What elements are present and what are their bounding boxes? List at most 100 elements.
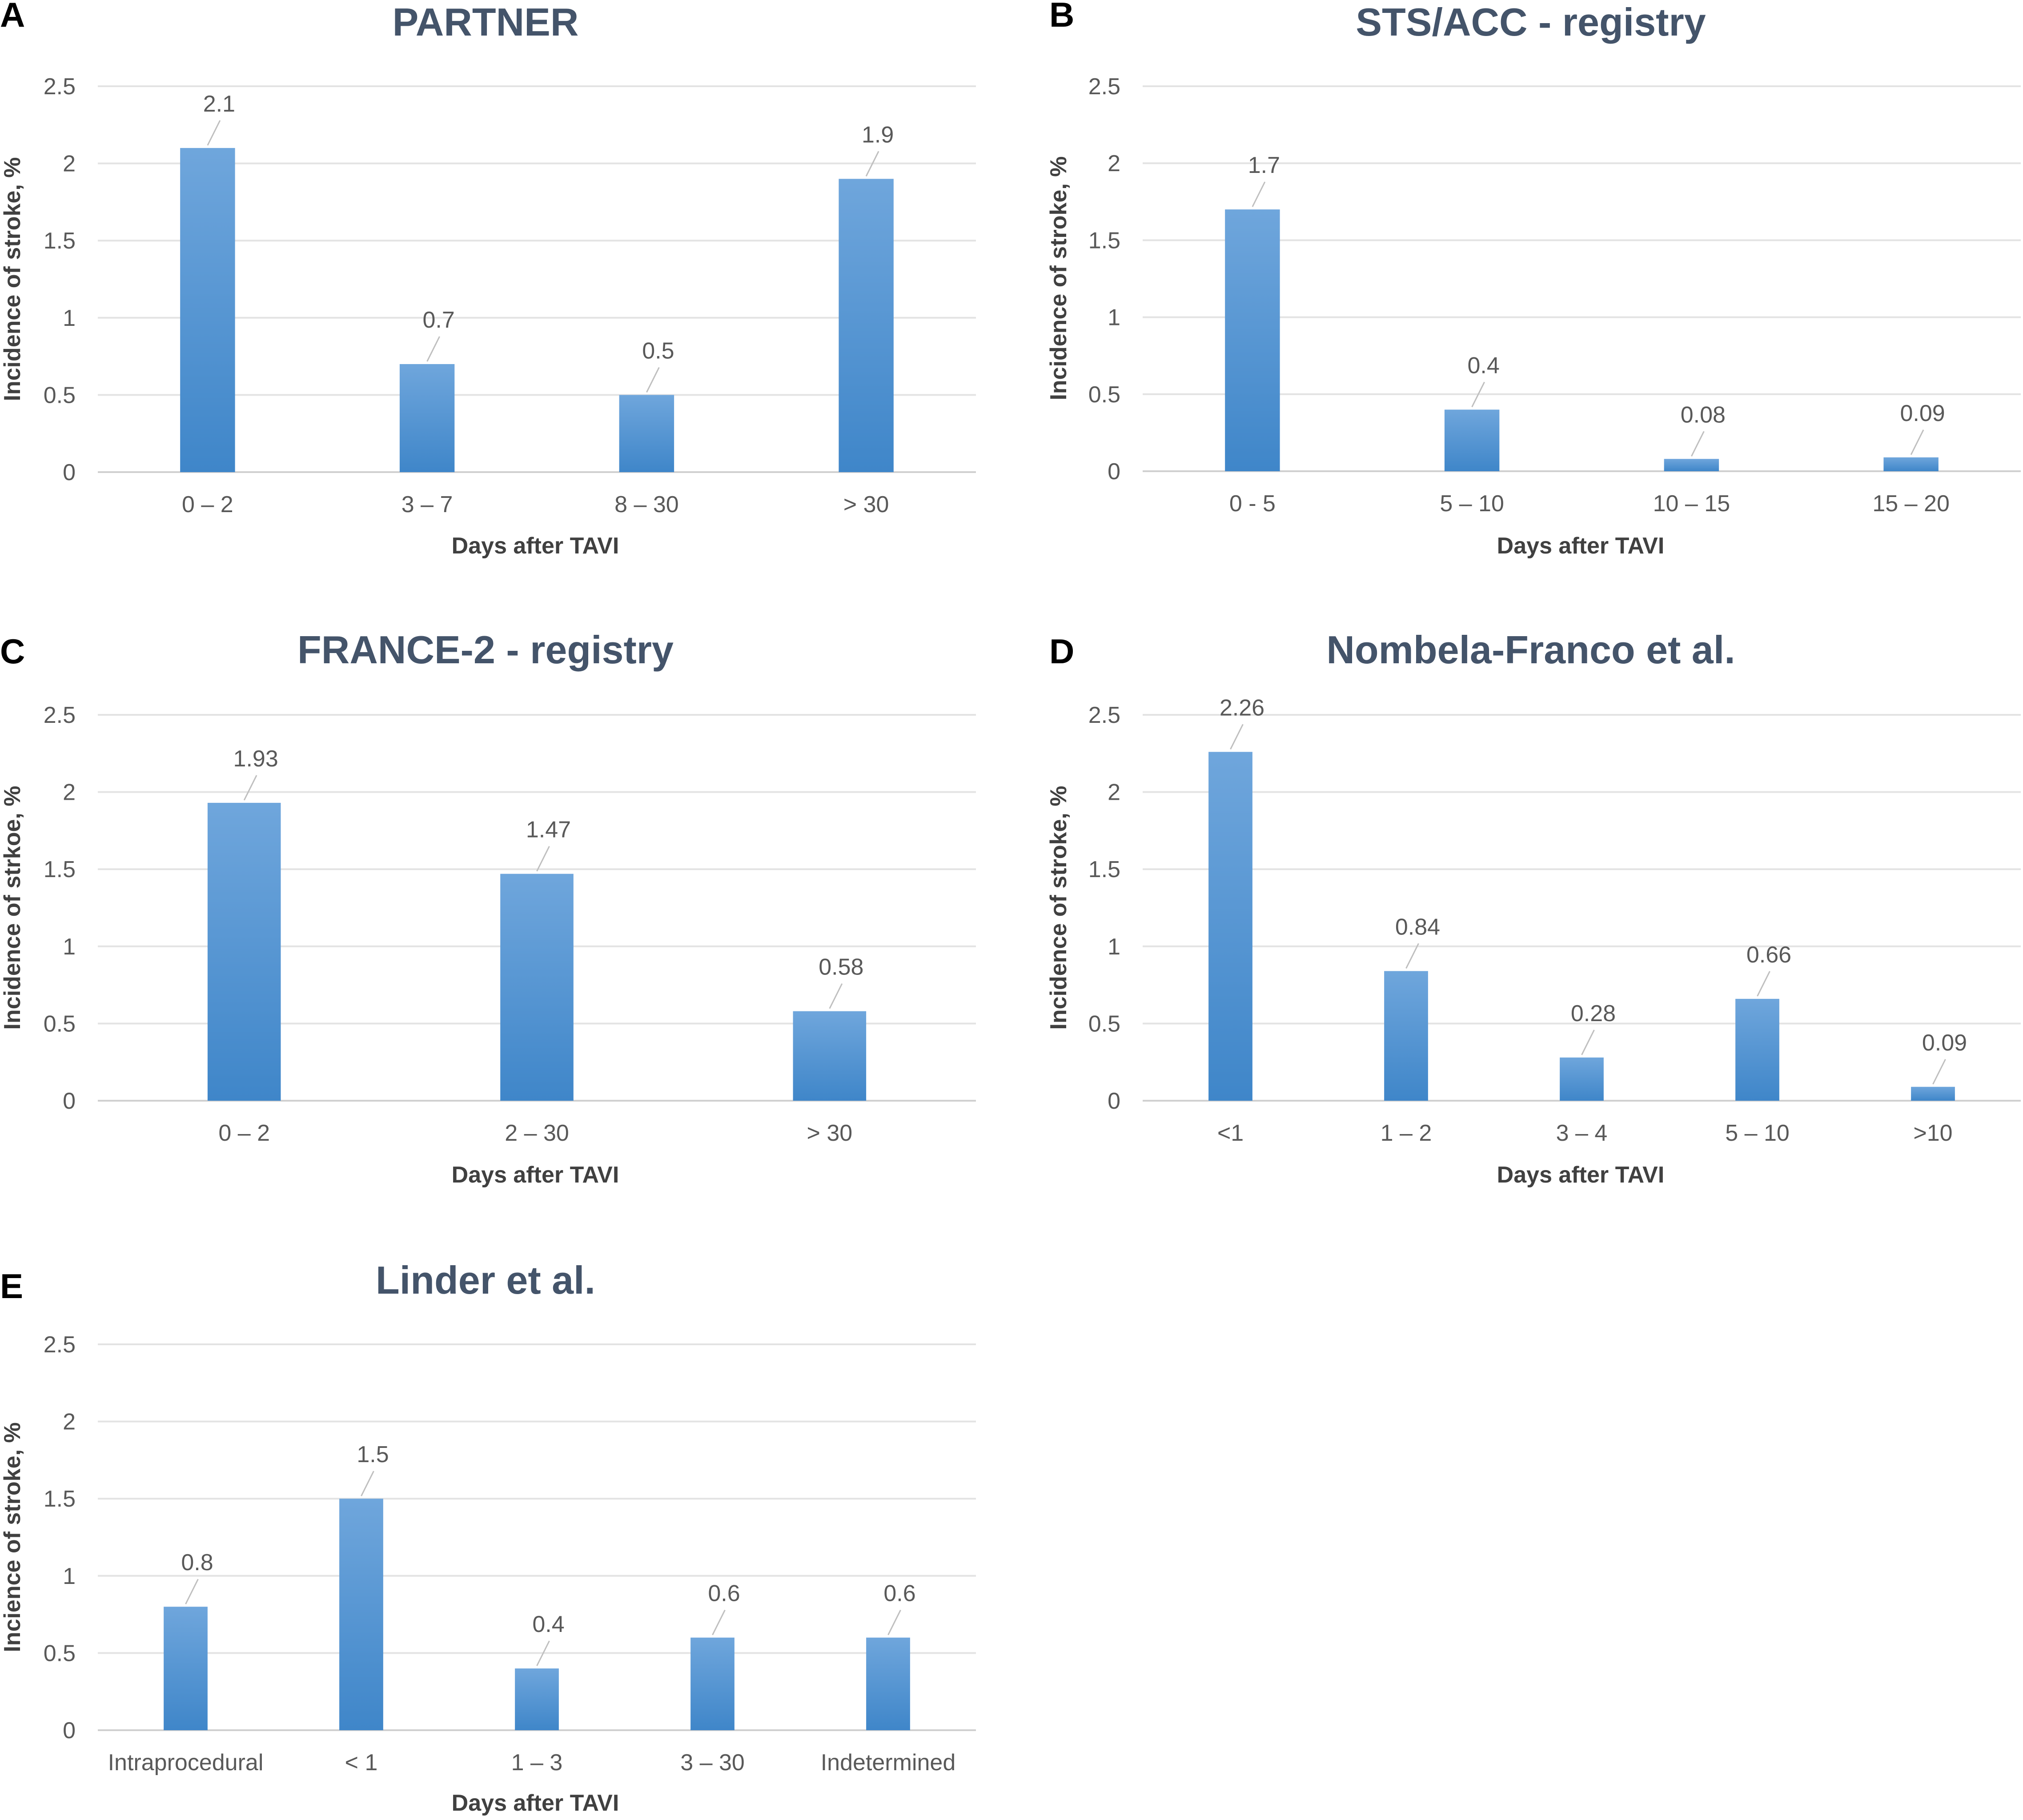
x-tick-label: 3 – 7 xyxy=(401,492,453,517)
y-axis-title: Incidence of stroke, % xyxy=(1046,786,1072,1030)
y-tick-label: 1.5 xyxy=(44,1486,76,1512)
x-tick-label: <1 xyxy=(1217,1120,1244,1146)
data-label: 2.1 xyxy=(203,91,235,117)
bar xyxy=(1444,409,1500,471)
x-axis-title: Days after TAVI xyxy=(452,533,619,559)
data-label: 1.9 xyxy=(862,122,894,148)
data-label: 1.93 xyxy=(233,746,278,772)
x-tick-label: 2 – 30 xyxy=(505,1120,569,1146)
data-label: 0.4 xyxy=(532,1612,564,1637)
data-label: 0.7 xyxy=(422,307,454,333)
chart-title: STS/ACC - registry xyxy=(1356,0,1706,44)
data-label-leader xyxy=(1405,943,1419,969)
chart-title: Linder et al. xyxy=(376,1258,595,1302)
data-label: 0.5 xyxy=(642,338,674,364)
x-axis-title: Days after TAVI xyxy=(452,1790,619,1816)
x-tick-label: Indetermined xyxy=(821,1750,956,1776)
data-label-leader xyxy=(1252,181,1266,207)
data-label-leader xyxy=(1581,1030,1595,1055)
data-label: 0.6 xyxy=(883,1581,915,1607)
data-label-leader xyxy=(1230,724,1244,750)
x-tick-label: 5 – 10 xyxy=(1440,491,1504,517)
chart-panel-e: E Linder et al. 0 0.5 1 1.5 2 2.5 Incience of st… xyxy=(0,1258,976,1816)
x-tick-label: 1 – 3 xyxy=(511,1750,563,1776)
data-label-leader xyxy=(712,1610,726,1636)
chart-panel-b: B STS/ACC - registry 0 0.5 1 1.5 2 2.5 Incidence… xyxy=(1046,0,2021,559)
y-tick-label: 2.5 xyxy=(1088,74,1120,100)
x-tick-label: 15 – 20 xyxy=(1872,491,1950,517)
y-tick-label: 0 xyxy=(1108,459,1120,485)
data-label: 0.09 xyxy=(1922,1030,1967,1056)
data-label-leader xyxy=(536,1640,550,1666)
panel-letter: A xyxy=(0,0,25,34)
data-label: 0.8 xyxy=(181,1550,213,1575)
bar xyxy=(866,1637,910,1730)
x-tick-label: 10 – 15 xyxy=(1653,491,1730,517)
y-tick-label: 0.5 xyxy=(44,1011,76,1037)
x-axis-title: Days after TAVI xyxy=(452,1162,619,1188)
x-tick-label: 0 – 2 xyxy=(182,492,233,517)
chart-title: FRANCE-2 - registry xyxy=(297,628,674,672)
bar xyxy=(180,148,235,472)
y-axis-title: Incience of stroke, % xyxy=(0,1422,25,1652)
y-tick-label: 0 xyxy=(63,460,76,485)
x-tick-label: 5 – 10 xyxy=(1725,1120,1790,1146)
data-label-leader xyxy=(829,983,843,1009)
data-label-leader xyxy=(207,120,221,146)
x-tick-label: > 30 xyxy=(807,1120,853,1146)
x-tick-label: Intraprocedural xyxy=(108,1750,264,1776)
data-label: 2.26 xyxy=(1220,695,1264,721)
chart-title: PARTNER xyxy=(393,0,579,44)
data-label-leader xyxy=(646,367,660,393)
chart-panel-c: C FRANCE-2 - registry 0 0.5 1 1.5 2 2.5 Incidenc… xyxy=(0,628,976,1188)
y-axis-title: Incidence of stroke, % xyxy=(1046,156,1072,400)
bar xyxy=(839,179,894,472)
data-label: 1.7 xyxy=(1248,152,1280,178)
data-label: 0.4 xyxy=(1467,353,1499,378)
x-tick-label: 3 – 30 xyxy=(680,1750,745,1776)
y-tick-label: 1 xyxy=(63,934,76,960)
y-tick-label: 2 xyxy=(1108,151,1120,176)
x-axis-title: Days after TAVI xyxy=(1497,1162,1665,1188)
data-label: 0.28 xyxy=(1571,1001,1616,1026)
bar xyxy=(500,874,574,1101)
y-tick-label: 2.5 xyxy=(44,1332,76,1358)
y-tick-label: 0.5 xyxy=(1088,1011,1120,1037)
data-label: 0.09 xyxy=(1900,401,1945,426)
bar xyxy=(339,1499,383,1730)
chart-panel-a: A PARTNER 0 0.5 1 1.5 2 2.5 Incidence of stroke,… xyxy=(0,0,976,559)
y-tick-label: 1.5 xyxy=(44,228,76,254)
y-tick-label: 0 xyxy=(1108,1088,1120,1114)
bar xyxy=(1911,1086,1955,1101)
data-label-leader xyxy=(865,151,879,176)
x-axis-title: Days after TAVI xyxy=(1497,533,1665,559)
y-tick-label: 1.5 xyxy=(44,857,76,882)
x-tick-label: >10 xyxy=(1913,1120,1952,1146)
y-axis-title: Incidence of stroke, % xyxy=(0,157,25,401)
y-tick-label: 2 xyxy=(63,780,76,806)
y-tick-label: 2 xyxy=(63,1409,76,1435)
bar xyxy=(619,395,674,472)
data-label-leader xyxy=(1757,971,1770,997)
data-label-leader xyxy=(887,1610,901,1636)
y-tick-label: 2.5 xyxy=(44,702,76,728)
data-label: 0.6 xyxy=(708,1581,740,1607)
x-tick-label: 0 - 5 xyxy=(1229,491,1276,517)
x-tick-label: 1 – 2 xyxy=(1381,1120,1432,1146)
data-label-leader xyxy=(243,775,257,801)
data-label-leader xyxy=(1691,431,1705,457)
bar xyxy=(1384,971,1428,1101)
data-label: 0.58 xyxy=(819,954,863,980)
y-tick-label: 2.5 xyxy=(1088,702,1120,728)
data-label: 1.5 xyxy=(357,1442,389,1467)
x-tick-label: 8 – 30 xyxy=(614,492,679,517)
bar xyxy=(793,1011,867,1101)
data-label: 0.66 xyxy=(1746,942,1791,968)
y-tick-label: 1 xyxy=(1108,934,1120,960)
data-label-leader xyxy=(1932,1059,1946,1085)
bar xyxy=(1560,1057,1604,1101)
bar xyxy=(399,364,455,472)
bar xyxy=(207,802,281,1101)
chart-panel-d: D Nombela-Franco et al. 0 0.5 1 1.5 2 2.5 Incide… xyxy=(1046,628,2021,1188)
